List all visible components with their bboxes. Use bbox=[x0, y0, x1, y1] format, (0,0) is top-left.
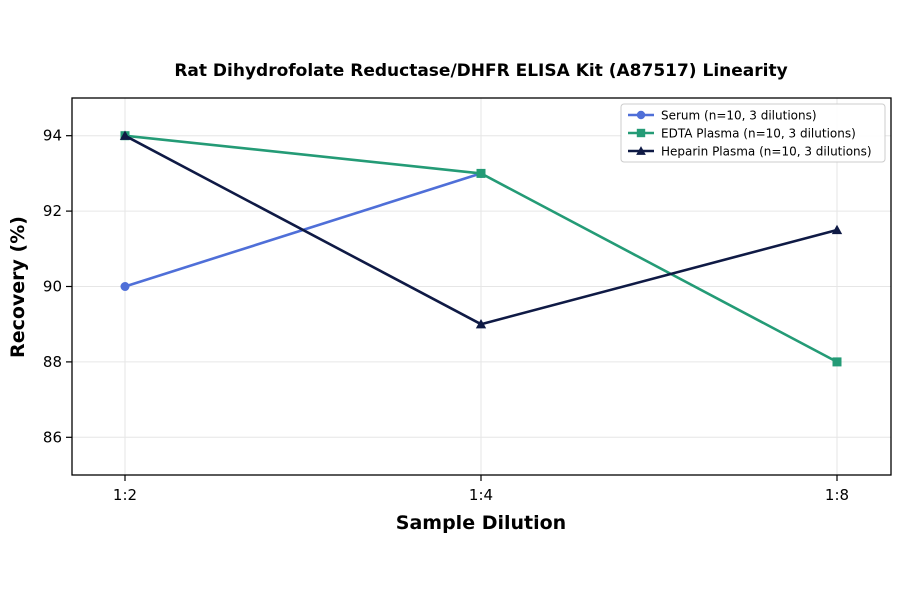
data-point bbox=[636, 128, 646, 138]
x-tick-label: 1:4 bbox=[469, 486, 493, 504]
x-tick-label: 1:2 bbox=[113, 486, 137, 504]
y-tick-label: 90 bbox=[43, 278, 62, 296]
data-point bbox=[475, 319, 487, 329]
data-point bbox=[831, 224, 843, 235]
x-axis-ticks: 1:2 1:4 1:8 bbox=[113, 475, 849, 504]
legend: Serum (n=10, 3 dilutions) EDTA Plasma (n=… bbox=[620, 103, 886, 163]
y-axis-ticks: 86 88 90 92 94 bbox=[43, 127, 72, 446]
y-tick-label: 86 bbox=[43, 428, 62, 446]
data-point bbox=[636, 146, 646, 155]
legend-item: Serum (n=10, 3 dilutions) bbox=[628, 109, 817, 123]
data-point bbox=[636, 110, 646, 120]
series-layer bbox=[119, 130, 843, 367]
x-axis-label: Sample Dilution bbox=[396, 512, 566, 534]
legend-item: Heparin Plasma (n=10, 3 dilutions) bbox=[628, 145, 872, 159]
legend-item: EDTA Plasma (n=10, 3 dilutions) bbox=[628, 127, 856, 141]
data-point bbox=[120, 282, 130, 291]
series-triangle bbox=[119, 130, 843, 329]
legend-box bbox=[620, 103, 886, 163]
data-point bbox=[832, 357, 842, 367]
y-tick-label: 92 bbox=[43, 202, 62, 220]
y-tick-label: 88 bbox=[43, 353, 62, 371]
legend-label: Heparin Plasma (n=10, 3 dilutions) bbox=[661, 145, 872, 159]
data-point bbox=[119, 130, 131, 140]
data-point bbox=[476, 168, 486, 178]
legend-label: Serum (n=10, 3 dilutions) bbox=[661, 109, 817, 123]
y-tick-label: 94 bbox=[43, 127, 62, 145]
x-tick-label: 1:8 bbox=[825, 486, 849, 504]
legend-label: EDTA Plasma (n=10, 3 dilutions) bbox=[661, 127, 856, 141]
chart-title: Rat Dihydrofolate Reductase/DHFR ELISA K… bbox=[174, 61, 787, 81]
y-axis-label: Recovery (%) bbox=[7, 216, 29, 358]
